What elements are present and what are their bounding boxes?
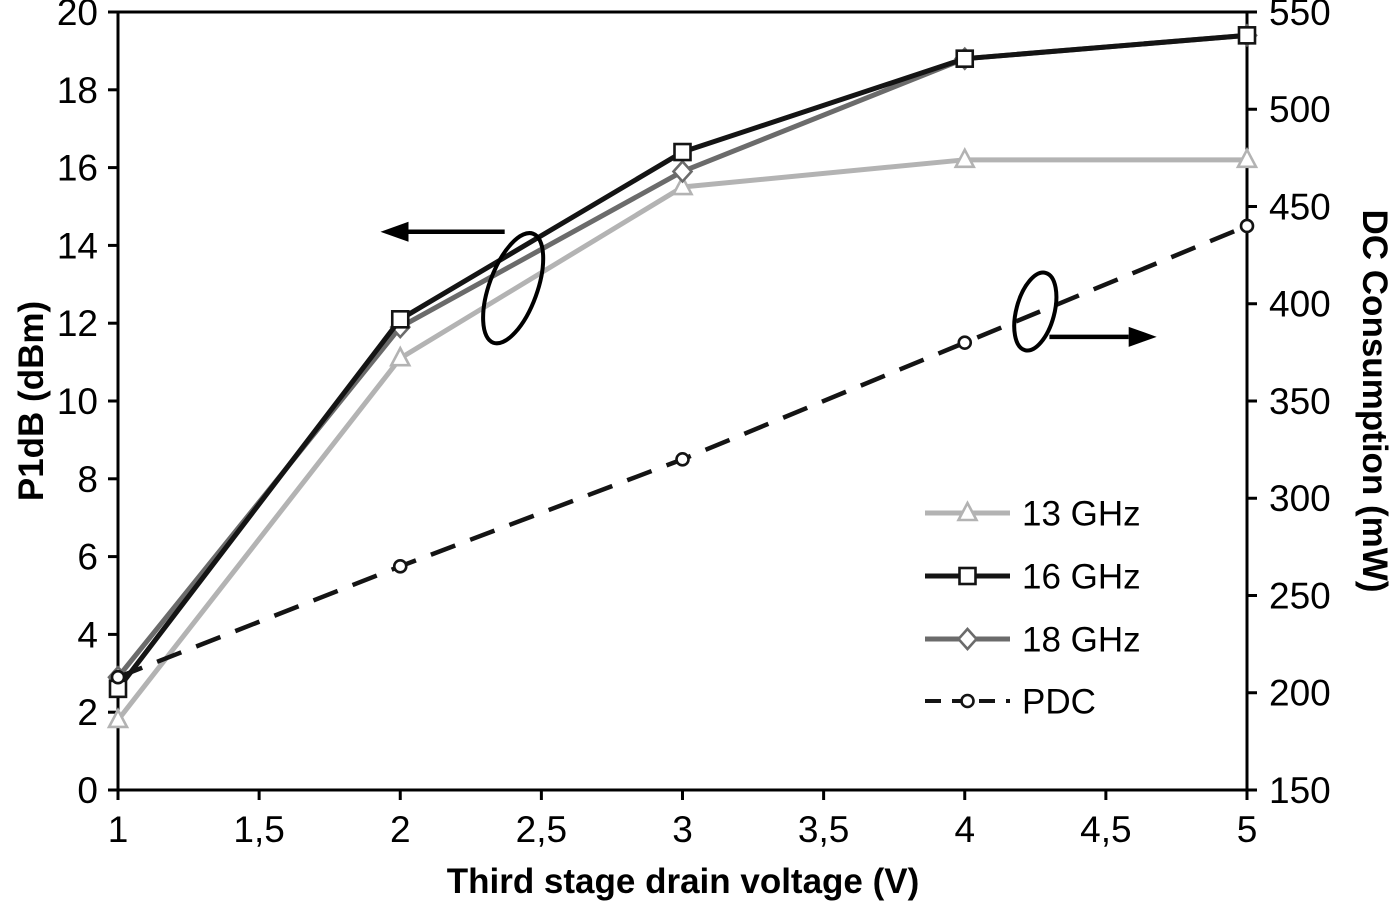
triangle-marker	[956, 500, 979, 522]
plot-frame	[116, 10, 1249, 792]
y-left-tick-label: 18	[57, 70, 98, 111]
circle-marker	[110, 669, 126, 685]
triangle-marker	[106, 707, 130, 729]
diamond-marker	[956, 627, 979, 651]
y-right-tick-label: 450	[1269, 186, 1331, 227]
x-tick-label: 4	[954, 809, 975, 850]
y-right-tick-label: 250	[1269, 575, 1331, 616]
y-left-tick-label: 12	[57, 303, 98, 344]
x-tick-label: 2,5	[516, 809, 567, 850]
square-marker	[955, 49, 975, 68]
y-right-tick-label: 300	[1269, 478, 1331, 519]
y-right-tick-label: 550	[1269, 0, 1331, 33]
y-left-tick-label: 0	[77, 770, 98, 811]
y-axis-title-right: DC Consumption (mW)	[1355, 209, 1394, 593]
legend-label: PDC	[1022, 682, 1096, 721]
legend-entry-18-ghz: 18 GHz	[925, 620, 1141, 659]
y-left-tick-label: 8	[77, 459, 98, 500]
y-right-tick-label: 350	[1269, 381, 1331, 422]
square-marker	[958, 566, 977, 586]
y-left-tick-label: 6	[77, 537, 98, 578]
legend-entry-pdc: PDC	[925, 682, 1096, 721]
circle-marker	[675, 452, 690, 467]
square-marker	[1237, 26, 1257, 45]
x-tick-label: 2	[390, 809, 411, 850]
x-tick-label: 1	[108, 809, 129, 850]
x-tick-label: 3	[672, 809, 693, 850]
x-axis-title: Third stage drain voltage (V)	[446, 862, 920, 901]
triangle-marker	[389, 345, 412, 367]
legend-label: 16 GHz	[1022, 557, 1141, 596]
y-right-tick-label: 200	[1269, 673, 1331, 714]
y-axis-title-left: P1dB (dBm)	[12, 300, 51, 502]
triangle-marker	[671, 174, 694, 196]
y-left-tick-label: 14	[57, 225, 98, 266]
series-pdc	[110, 218, 1255, 685]
y-left-tick-label: 16	[57, 148, 98, 189]
axis-ticks	[108, 10, 1257, 800]
annotation-arrowhead-3	[1128, 326, 1157, 347]
legend-entry-13-ghz: 13 GHz	[925, 494, 1141, 533]
x-tick-label: 3,5	[798, 809, 849, 850]
legend-entry-16-ghz: 16 GHz	[925, 557, 1141, 596]
y-right-tick-label: 500	[1269, 89, 1331, 130]
series-line	[117, 223, 1248, 680]
y-left-tick-label: 10	[57, 381, 98, 422]
square-marker	[673, 142, 692, 162]
y-right-tick-label: 400	[1269, 284, 1331, 325]
legend: 13 GHz 16 GHz 18 GHz PDC	[925, 494, 1141, 721]
series-16-ghz	[108, 26, 1257, 699]
annotation-arrowhead-1	[380, 221, 409, 242]
y-left-tick-label: 20	[57, 0, 98, 33]
annotations	[380, 221, 1157, 353]
legend-label: 18 GHz	[1022, 620, 1141, 659]
annotation-ellipse-2	[1012, 270, 1059, 353]
triangle-marker	[1235, 147, 1259, 169]
legend-label: 13 GHz	[1022, 494, 1141, 533]
x-tick-label: 1,5	[233, 809, 284, 850]
circle-marker	[392, 559, 408, 574]
axis-tick-labels: 0246810121416182015020025030035040045050…	[57, 0, 1331, 850]
y-left-tick-label: 2	[77, 692, 98, 733]
y-right-tick-label: 150	[1269, 770, 1331, 811]
square-marker	[390, 310, 410, 329]
triangle-marker	[953, 147, 976, 169]
series-13-ghz	[106, 147, 1259, 729]
x-tick-label: 4,5	[1080, 809, 1131, 850]
annotation-ellipse-0	[481, 231, 546, 346]
circle-marker	[957, 335, 973, 350]
y-left-tick-label: 4	[77, 614, 98, 655]
circle-marker	[960, 693, 975, 709]
circle-marker	[1239, 218, 1255, 234]
diamond-marker	[671, 159, 694, 184]
x-tick-label: 5	[1237, 809, 1258, 850]
